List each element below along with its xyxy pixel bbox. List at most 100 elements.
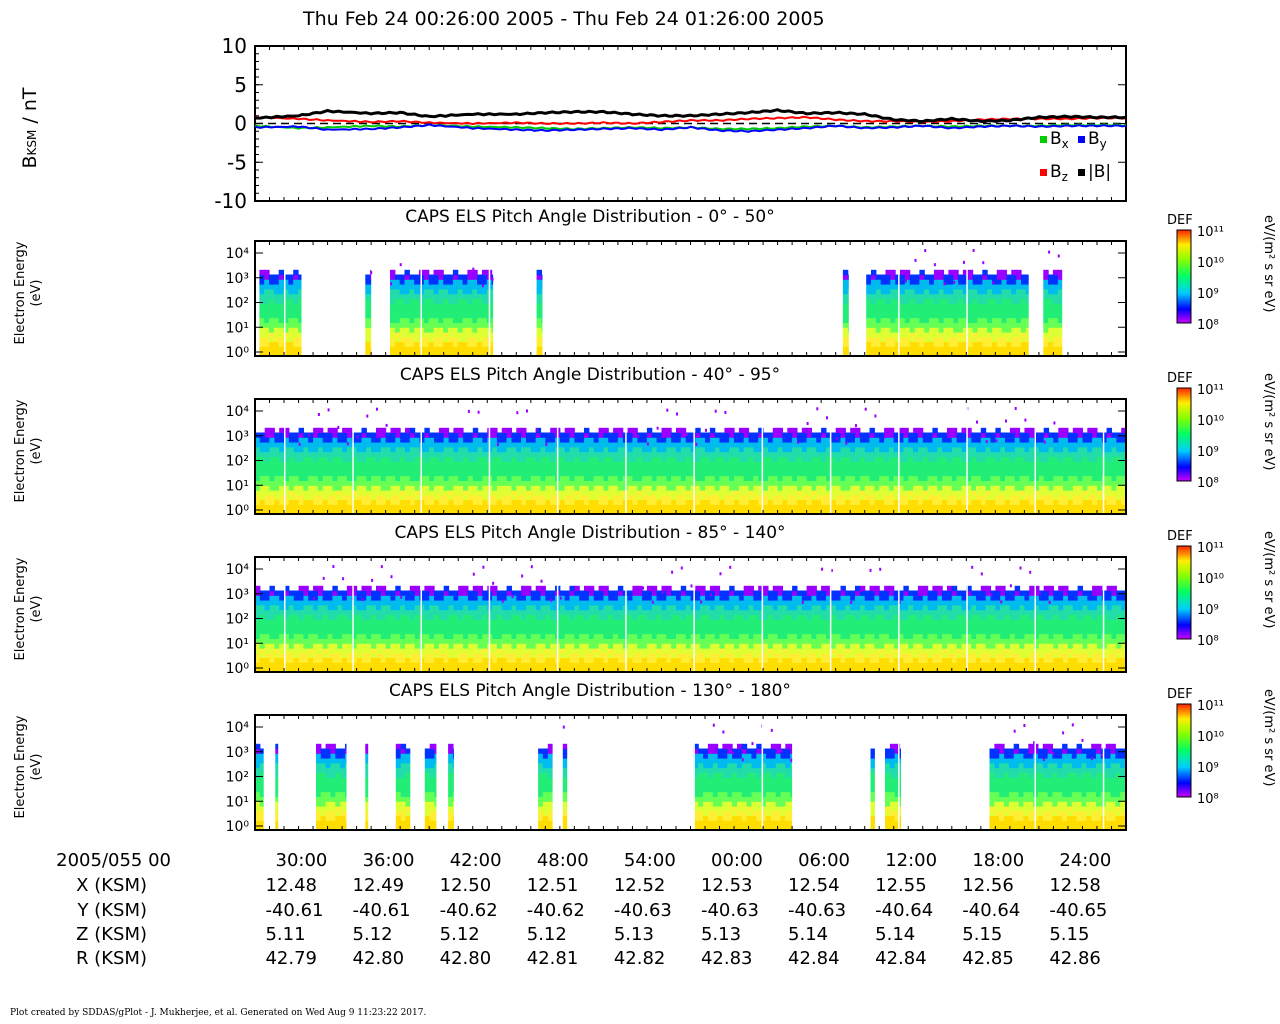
ephemeris-cell-r: 42.84 (788, 948, 840, 969)
colorbar-tick-label: 10¹⁰ (1197, 572, 1224, 587)
panel-title: CAPS ELS Pitch Angle Distribution - 130°… (389, 681, 791, 701)
panel-title: CAPS ELS Pitch Angle Distribution - 0° -… (405, 207, 775, 227)
ephemeris-cell-y: -40.62 (439, 900, 498, 921)
ephemeris-cell-r: 42.86 (1049, 948, 1101, 969)
ephemeris-cell-z: 5.14 (875, 924, 916, 945)
spectrogram-band (536, 269, 543, 357)
data-gap (898, 557, 900, 672)
colorbar-label: DEF (1167, 529, 1193, 544)
spec-ytick-label: 10¹ (226, 636, 249, 652)
mag-ytick-label: 0 (234, 112, 247, 136)
mag-ytick-label: -5 (227, 150, 247, 174)
colorbar-tick-label: 10⁹ (1197, 445, 1219, 460)
spec-ytick-label: 10⁰ (226, 661, 250, 677)
colorbar-tick-label: 10¹⁰ (1197, 414, 1224, 429)
data-gap (488, 241, 491, 356)
colorbar-tick-label: 10⁸ (1197, 634, 1219, 649)
data-gap (1034, 557, 1036, 672)
data-gap (761, 557, 764, 672)
ephemeris-row-label: X (KSM) (76, 875, 147, 896)
data-gap (284, 399, 286, 514)
ephemeris-cell-time: 06:00 (798, 850, 850, 871)
colorbar-tick-label: 10⁹ (1197, 761, 1219, 776)
ephemeris-cell-x: 12.52 (613, 875, 666, 896)
ephemeris-cell-r: 42.82 (613, 948, 666, 969)
spec-ylabel-text: Electron Energy (eV) (13, 241, 44, 344)
spectrogram-band (275, 743, 279, 831)
ephemeris-cell-y: -40.63 (613, 900, 672, 921)
spec-ytick-label: 10² (226, 296, 249, 312)
spec-ytick-label: 10⁰ (226, 345, 250, 361)
footer-credit: Plot created by SDDAS/gPlot - J. Mukherj… (10, 1008, 427, 1018)
spectrogram-band (255, 565, 1126, 673)
data-gap (829, 557, 832, 672)
spectrogram-band (365, 743, 369, 831)
spec-ytick-label: 10² (226, 770, 249, 786)
spec-ylabel: Electron Energy (eV) (0, 241, 84, 344)
ephemeris-row-label: Y (KSM) (77, 900, 147, 921)
data-gap (488, 557, 491, 672)
ephemeris-cell-r: 42.83 (700, 948, 753, 969)
ephemeris-cell-x: 12.58 (1049, 875, 1101, 896)
data-gap (625, 557, 627, 672)
ephemeris-cell-z: 5.14 (788, 924, 829, 945)
data-gap (761, 399, 764, 514)
data-gap (284, 241, 286, 356)
ephemeris-cell-x: 12.51 (526, 875, 579, 896)
spec-ytick-label: 10³ (226, 271, 249, 287)
spectrogram-band (255, 743, 264, 831)
data-gap (1034, 399, 1036, 514)
colorbar-tick-label: 10⁸ (1197, 476, 1219, 491)
data-gap (352, 557, 354, 672)
spectrogram-band (562, 725, 568, 831)
spectrogram-band (885, 743, 901, 831)
spec-ylabel: Electron Energy (eV) (0, 399, 84, 502)
data-gap (966, 241, 968, 356)
ephemeris-cell-z: 5.15 (962, 924, 1003, 945)
data-gap (1102, 557, 1105, 672)
data-gap (352, 399, 354, 514)
mag-series-bz (254, 115, 1127, 126)
ephemeris-cell-z: 5.15 (1049, 924, 1090, 945)
data-gap (625, 399, 627, 514)
spectrogram-band (693, 723, 793, 831)
colorbar-tick-label: 10⁹ (1197, 603, 1219, 618)
ephemeris-cell-x: 12.50 (439, 875, 492, 896)
spec-ylabel-text: Electron Energy (eV) (13, 715, 44, 818)
ephemeris-cell-z: 5.12 (439, 924, 480, 945)
spec-ylabel-text: Electron Energy (eV) (13, 399, 44, 502)
mag-ytick-label: 10 (222, 34, 247, 58)
spectrogram-band (365, 269, 373, 357)
ephemeris-cell-r: 42.81 (526, 948, 579, 969)
colorbar-tick-label: 10¹⁰ (1197, 730, 1224, 745)
spectrogram-band (538, 743, 553, 831)
panel-title: CAPS ELS Pitch Angle Distribution - 85° … (394, 523, 786, 543)
spec-ylabel-text: Electron Energy (eV) (13, 557, 44, 660)
colorbar-label: DEF (1167, 687, 1193, 702)
spec-ytick-label: 10⁰ (226, 503, 250, 519)
mag-ytick-label: -10 (214, 189, 247, 213)
data-gap (898, 715, 900, 830)
spectrogram-band (866, 249, 1029, 357)
legend-swatch-bx (1040, 136, 1047, 143)
spectrogram-band (259, 269, 302, 357)
ephemeris-cell-y: -40.64 (962, 900, 1021, 921)
ephemeris-cell-time: 36:00 (362, 850, 415, 871)
spectrogram-band (842, 269, 849, 357)
spec-ytick-label: 10⁴ (226, 720, 250, 736)
ephemeris-cell-z: 5.11 (265, 924, 306, 945)
ephemeris-cell-x: 12.54 (788, 875, 840, 896)
mag-ytick-label: 5 (234, 73, 247, 97)
data-gap (693, 715, 695, 830)
data-gap (556, 399, 559, 514)
data-gap (420, 241, 422, 356)
colorbar (1176, 387, 1192, 482)
ephemeris-cell-y: -40.64 (875, 900, 934, 921)
ephemeris-cell-r: 42.85 (962, 948, 1014, 969)
panel-title: CAPS ELS Pitch Angle Distribution - 40° … (399, 365, 781, 385)
spec-ytick-label: 10⁴ (226, 562, 250, 578)
spec-ylabel: Electron Energy (eV) (0, 557, 84, 660)
spec-ytick-label: 10¹ (226, 320, 249, 336)
ephemeris-cell-x: 12.53 (700, 875, 753, 896)
